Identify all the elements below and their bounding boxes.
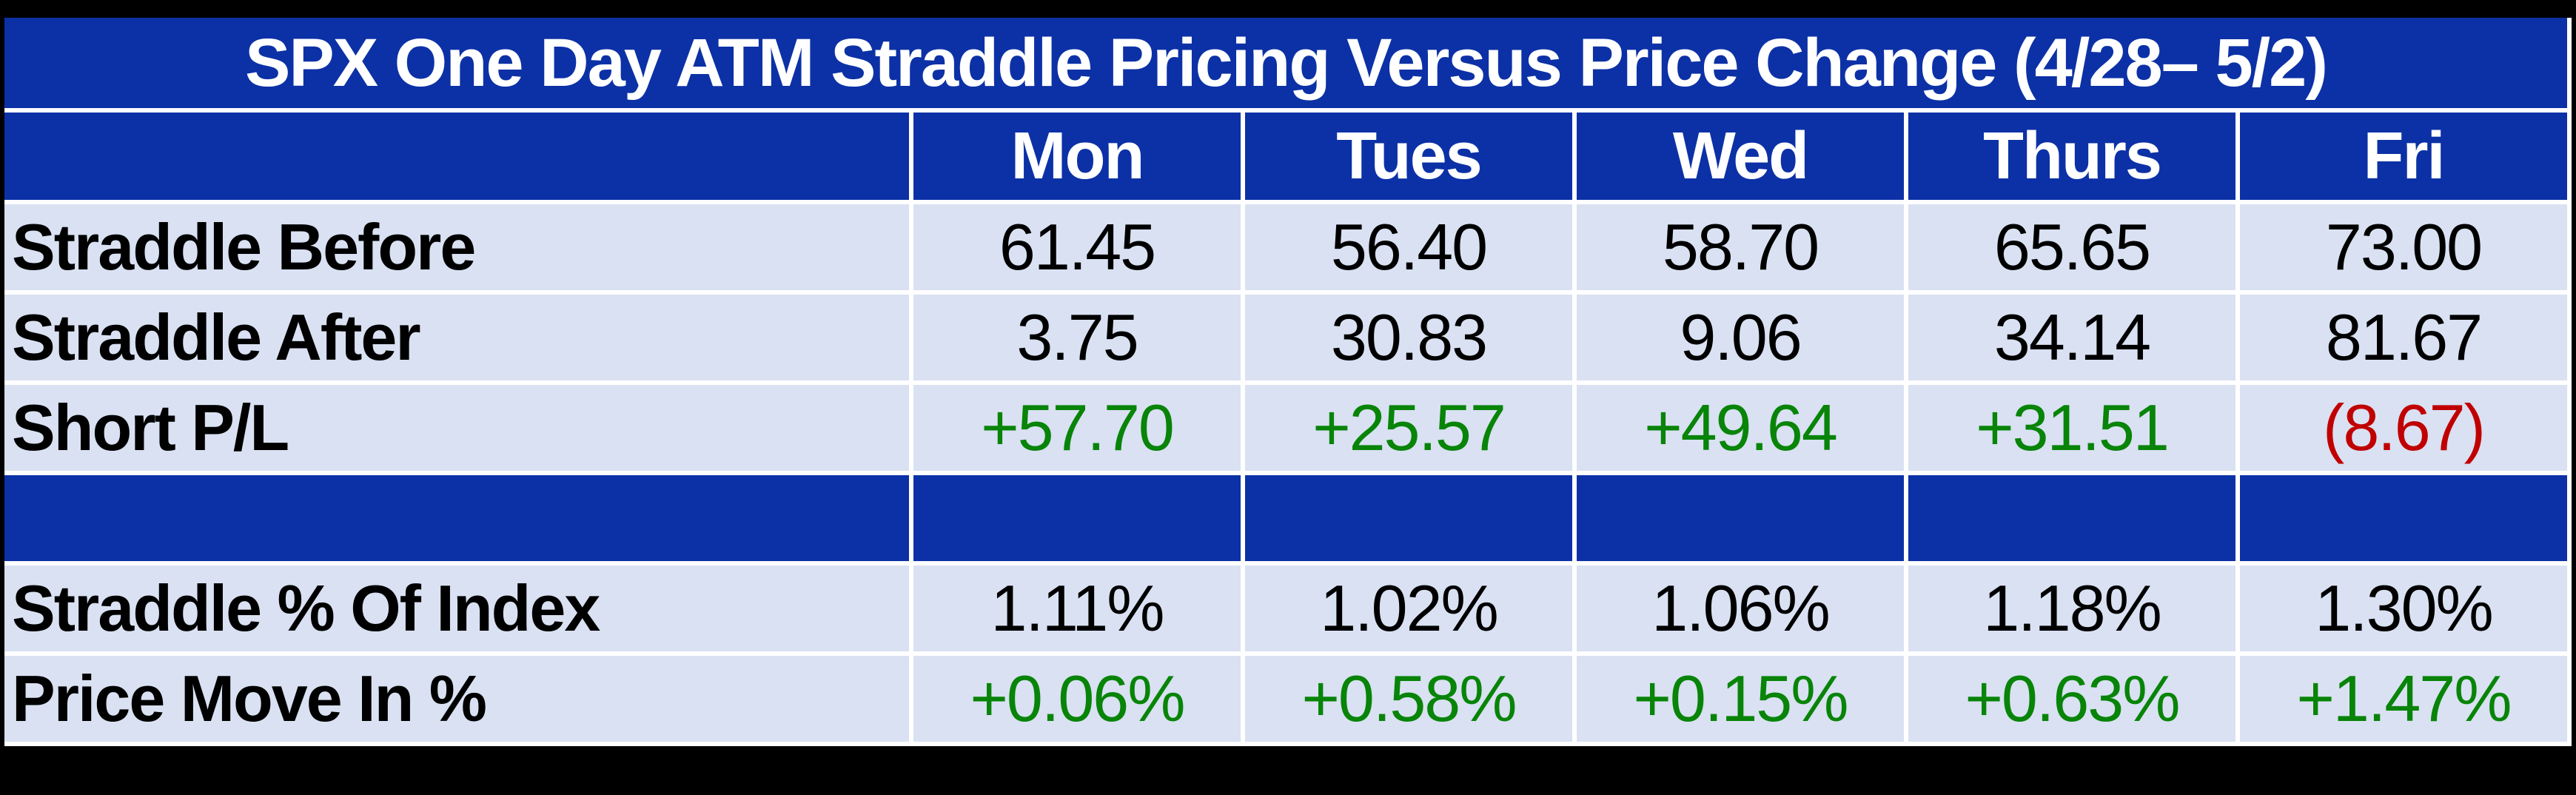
cell-straddle-pct-fri: 1.30% xyxy=(2240,566,2567,651)
separator-cell-tues xyxy=(1245,475,1572,561)
separator-cell-mon xyxy=(913,475,1241,561)
row-label-short-pl: Short P/L xyxy=(4,385,909,471)
cell-price-move-tues: +0.58% xyxy=(1245,656,1572,742)
cell-straddle-before-tues: 56.40 xyxy=(1245,204,1572,290)
cell-straddle-after-fri: 81.67 xyxy=(2240,295,2567,380)
cell-straddle-before-wed: 58.70 xyxy=(1577,204,1904,290)
cell-short-pl-fri: (8.67) xyxy=(2240,385,2567,471)
separator-cell-wed xyxy=(1577,475,1904,561)
cell-short-pl-wed: +49.64 xyxy=(1577,385,1904,471)
header-cell-mon: Mon xyxy=(913,113,1241,200)
cell-straddle-before-fri: 73.00 xyxy=(2240,204,2567,290)
cell-short-pl-thurs: +31.51 xyxy=(1908,385,2235,471)
header-cell-fri: Fri xyxy=(2240,113,2567,200)
separator-cell-thurs xyxy=(1908,475,2235,561)
cell-short-pl-mon: +57.70 xyxy=(913,385,1241,471)
cell-straddle-pct-mon: 1.11% xyxy=(913,566,1241,651)
separator-cell-fri xyxy=(2240,475,2567,561)
table-title: SPX One Day ATM Straddle Pricing Versus … xyxy=(4,18,2567,108)
cell-straddle-after-mon: 3.75 xyxy=(913,295,1241,380)
cell-straddle-after-wed: 9.06 xyxy=(1577,295,1904,380)
cell-straddle-pct-tues: 1.02% xyxy=(1245,566,1572,651)
header-cell-tues: Tues xyxy=(1245,113,1572,200)
cell-straddle-pct-wed: 1.06% xyxy=(1577,566,1904,651)
cell-price-move-mon: +0.06% xyxy=(913,656,1241,742)
header-cell-blank xyxy=(4,113,909,200)
cell-straddle-before-thurs: 65.65 xyxy=(1908,204,2235,290)
cell-price-move-fri: +1.47% xyxy=(2240,656,2567,742)
cell-short-pl-tues: +25.57 xyxy=(1245,385,1572,471)
cell-straddle-after-tues: 30.83 xyxy=(1245,295,1572,380)
row-label-straddle-before: Straddle Before xyxy=(4,204,909,290)
cell-straddle-pct-thurs: 1.18% xyxy=(1908,566,2235,651)
cell-price-move-wed: +0.15% xyxy=(1577,656,1904,742)
row-label-straddle-pct: Straddle % Of Index xyxy=(4,566,909,651)
row-label-price-move: Price Move In % xyxy=(4,656,909,742)
cell-straddle-before-mon: 61.45 xyxy=(913,204,1241,290)
header-cell-thurs: Thurs xyxy=(1908,113,2235,200)
row-label-straddle-after: Straddle After xyxy=(4,295,909,380)
cell-price-move-thurs: +0.63% xyxy=(1908,656,2235,742)
separator-cell-label xyxy=(4,475,909,561)
header-cell-wed: Wed xyxy=(1577,113,1904,200)
cell-straddle-after-thurs: 34.14 xyxy=(1908,295,2235,380)
straddle-pricing-table: SPX One Day ATM Straddle Pricing Versus … xyxy=(4,18,2572,746)
